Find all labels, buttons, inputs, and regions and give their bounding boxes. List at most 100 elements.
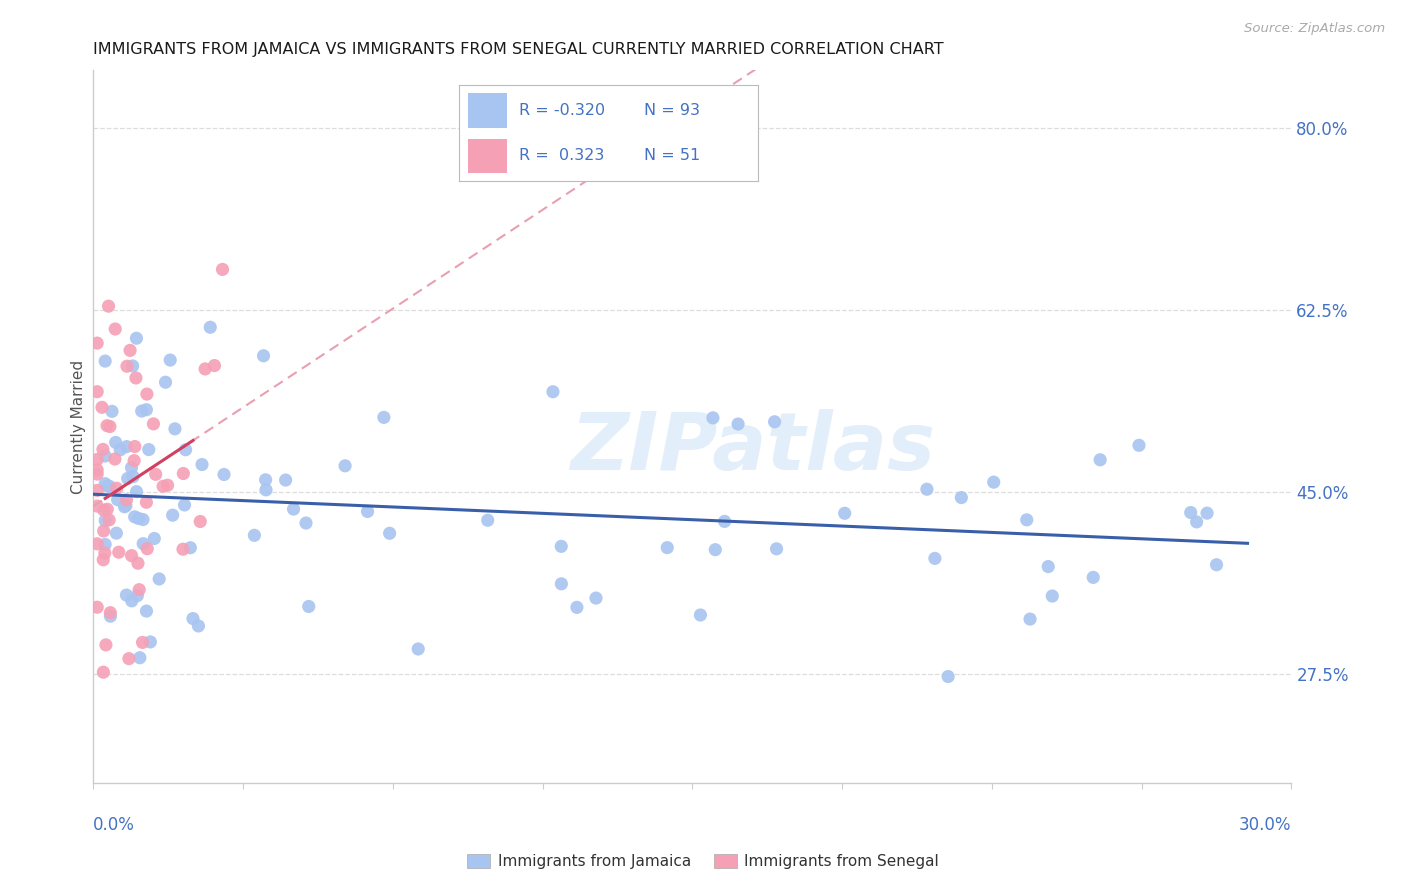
Point <box>550 540 572 554</box>
Point <box>124 509 146 524</box>
Point <box>477 513 499 527</box>
Point <box>333 458 356 473</box>
Point <box>86 499 108 513</box>
Point <box>94 449 117 463</box>
Point <box>98 606 121 620</box>
Point <box>104 452 127 467</box>
Point <box>834 506 856 520</box>
Point <box>118 651 141 665</box>
Point <box>765 541 787 556</box>
Point <box>298 599 321 614</box>
Point <box>142 417 165 431</box>
Point <box>122 469 145 483</box>
Point <box>125 484 148 499</box>
Point <box>107 545 129 559</box>
Point <box>115 359 138 374</box>
Text: 0.0%: 0.0% <box>93 816 135 834</box>
Point <box>107 492 129 507</box>
Point <box>1038 559 1060 574</box>
Point <box>138 442 160 457</box>
Point <box>1015 513 1038 527</box>
Point <box>1040 589 1063 603</box>
Point <box>124 440 146 454</box>
Point <box>211 262 233 277</box>
Point <box>689 607 711 622</box>
Point <box>128 511 150 525</box>
Point <box>159 353 181 368</box>
Point <box>94 537 117 551</box>
Point <box>110 442 132 457</box>
Point <box>122 453 145 467</box>
Point <box>86 600 108 615</box>
Point <box>373 410 395 425</box>
Point <box>93 665 115 680</box>
Point <box>200 320 222 334</box>
Point <box>155 376 177 390</box>
Point <box>1195 506 1218 520</box>
Point <box>172 467 194 481</box>
Point <box>541 384 564 399</box>
Point <box>565 600 588 615</box>
Point <box>97 299 120 313</box>
Point <box>91 442 114 457</box>
Point <box>96 418 118 433</box>
Point <box>132 512 155 526</box>
Point <box>131 635 153 649</box>
Point <box>1019 612 1042 626</box>
Point <box>135 495 157 509</box>
Point <box>115 440 138 454</box>
Point <box>163 422 186 436</box>
Point <box>172 542 194 557</box>
Point <box>100 609 122 624</box>
Point <box>86 483 108 498</box>
Point <box>702 410 724 425</box>
Point <box>105 526 128 541</box>
Point <box>105 481 128 495</box>
Point <box>179 541 201 555</box>
Point <box>93 524 115 538</box>
Point <box>181 611 204 625</box>
Point <box>187 619 209 633</box>
Point <box>115 492 138 507</box>
Point <box>1128 438 1150 452</box>
Point <box>143 532 166 546</box>
Point <box>378 526 401 541</box>
Point <box>101 404 124 418</box>
Point <box>93 503 115 517</box>
Point <box>252 349 274 363</box>
Point <box>243 528 266 542</box>
Point <box>156 478 179 492</box>
Point <box>191 458 214 472</box>
Point <box>131 404 153 418</box>
Y-axis label: Currently Married: Currently Married <box>72 359 86 494</box>
Point <box>356 504 378 518</box>
Point <box>295 516 318 530</box>
Point <box>117 471 139 485</box>
Point <box>114 500 136 514</box>
Point <box>585 591 607 605</box>
Point <box>174 442 197 457</box>
Point <box>91 553 114 567</box>
Point <box>86 452 108 467</box>
Point <box>1205 558 1227 572</box>
Text: IMMIGRANTS FROM JAMAICA VS IMMIGRANTS FROM SENEGAL CURRENTLY MARRIED CORRELATION: IMMIGRANTS FROM JAMAICA VS IMMIGRANTS FR… <box>93 42 943 57</box>
Point <box>139 635 162 649</box>
Point <box>86 336 108 351</box>
Point <box>135 387 157 401</box>
Text: 30.0%: 30.0% <box>1239 816 1292 834</box>
Text: Source: ZipAtlas.com: Source: ZipAtlas.com <box>1244 22 1385 36</box>
Point <box>1083 570 1105 584</box>
Point <box>274 473 297 487</box>
Point <box>104 435 127 450</box>
Point <box>254 473 277 487</box>
Point <box>125 371 148 385</box>
Point <box>924 551 946 566</box>
Point <box>1180 506 1202 520</box>
Point <box>121 549 143 563</box>
Point <box>148 572 170 586</box>
Point <box>704 542 727 557</box>
Point <box>94 546 117 560</box>
Point <box>657 541 679 555</box>
Point <box>212 467 235 482</box>
Point <box>204 359 226 373</box>
